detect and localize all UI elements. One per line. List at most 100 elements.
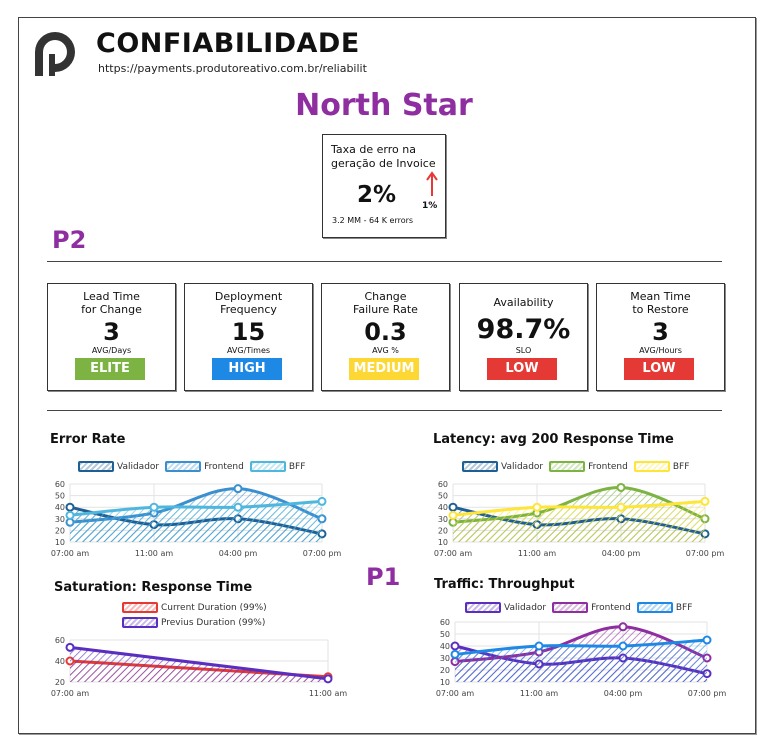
svg-text:07:00 am: 07:00 am [51, 689, 90, 698]
kpi-value: 3 [103, 318, 120, 346]
svg-text:40: 40 [55, 503, 65, 512]
chart: 10 20 30 40 50 60 07:00 am 11:00 am 04:00 pm 07:0… [425, 614, 730, 710]
legend-swatch [122, 602, 158, 613]
legend-item[interactable]: Previus Duration (99%) [122, 617, 265, 628]
svg-text:40: 40 [440, 642, 450, 651]
svg-text:50: 50 [438, 492, 448, 501]
svg-text:60: 60 [55, 636, 65, 645]
svg-text:04:00 pm: 04:00 pm [602, 549, 641, 558]
legend-swatch [465, 602, 501, 613]
svg-text:20: 20 [55, 678, 65, 687]
page-frame [18, 17, 756, 734]
legend-swatch [122, 617, 158, 628]
svg-text:11:00 am: 11:00 am [520, 689, 559, 698]
legend-label: Frontend [591, 602, 631, 613]
legend-swatch [636, 602, 673, 613]
kpi-card[interactable]: Lead Time for Change 3 AVG/Days ELITE [47, 283, 176, 391]
legend-item[interactable]: Frontend [165, 461, 244, 472]
kpi-label-line2: Frequency [220, 303, 277, 316]
svg-text:07:00 pm: 07:00 pm [686, 549, 725, 558]
svg-text:10: 10 [55, 538, 65, 547]
legend-item[interactable]: BFF [636, 602, 692, 613]
north-star-label: Taxa de erro na geração de Invoice [331, 143, 436, 171]
svg-text:50: 50 [440, 630, 450, 639]
p-logo-icon [35, 32, 75, 76]
svg-text:20: 20 [438, 526, 448, 535]
chart: 10 20 30 40 50 60 07:00 am 11:00 am 04:00 pm 07:0… [42, 476, 347, 570]
legend-label: Validador [117, 461, 160, 472]
kpi-value: 3 [652, 318, 669, 346]
svg-text:60: 60 [438, 480, 448, 489]
svg-text:20: 20 [55, 526, 65, 535]
legend-item[interactable]: Validador [462, 461, 543, 472]
legend-item[interactable]: Current Duration (99%) [122, 602, 267, 613]
kpi-unit: AVG/Times [226, 346, 271, 355]
legend-item[interactable]: Validador [78, 461, 159, 472]
kpi-unit: AVG % [372, 346, 399, 355]
svg-text:07:00 am: 07:00 am [436, 689, 475, 698]
chart-title: Traffic: Throughput [434, 577, 575, 592]
kpi-status-badge: LOW [624, 358, 694, 380]
kpi-status-badge: LOW [487, 358, 557, 380]
chart-plot: 10 20 30 40 50 60 07:00 am 11:00 am 04:00 pm 07:0… [434, 480, 725, 558]
svg-text:60: 60 [440, 618, 450, 627]
svg-text:07:00 pm: 07:00 pm [303, 549, 342, 558]
north-star-subtitle: 3.2 MM - 64 K errors [332, 216, 414, 225]
kpi-value: 0.3 [364, 318, 407, 346]
legend-label: Previus Duration (99%) [161, 617, 266, 628]
kpi-card[interactable]: Availability 98.7% SLO LOW [459, 283, 588, 391]
legend-label: Frontend [588, 461, 628, 472]
svg-text:60: 60 [55, 480, 65, 489]
kpi-label-line1: Deployment [214, 290, 283, 303]
legend-swatch [462, 461, 498, 472]
page-url[interactable]: https://payments.produtoreativo.com.br/r… [98, 62, 367, 75]
kpi-status-badge: HIGH [212, 358, 282, 380]
legend-item[interactable]: Frontend [549, 461, 628, 472]
kpi-label-line2: to Restore [632, 303, 689, 316]
kpi-value: 98.7% [476, 314, 571, 345]
chart-plot: 10 20 30 40 50 60 07:00 am 11:00 am 04:00 pm 07:0… [51, 480, 342, 558]
svg-text:40: 40 [438, 503, 448, 512]
legend-label: Current Duration (99%) [161, 602, 267, 613]
kpi-label-line1: Mean Time [630, 290, 691, 303]
north-star-label-line2: geração de Invoice [331, 157, 436, 170]
kpi-card[interactable]: Mean Time to Restore 3 AVG/Hours LOW [596, 283, 725, 391]
kpi-status-badge: MEDIUM [349, 358, 419, 380]
legend-item[interactable]: BFF [249, 461, 305, 472]
legend-item[interactable]: Validador [465, 602, 546, 613]
divider [47, 410, 722, 411]
chart: 10 20 30 40 50 60 07:00 am 11:00 am 04:00 pm 07:0… [425, 476, 730, 570]
legend-label: Validador [504, 602, 547, 613]
kpi-label-line2: for Change [81, 303, 142, 316]
p1-heading: P1 [366, 563, 401, 591]
chart-legend: Current Duration (99%) Previus Duration (… [122, 602, 267, 628]
svg-text:07:00 am: 07:00 am [434, 549, 473, 558]
kpi-label: Availability [460, 296, 587, 309]
legend-item[interactable]: BFF [633, 461, 690, 472]
north-star-card[interactable]: Taxa de erro na geração de Invoice 2% 1%… [322, 134, 446, 238]
legend-label: BFF [672, 461, 690, 472]
svg-text:10: 10 [440, 678, 450, 687]
legend-swatch [165, 461, 202, 472]
kpi-unit: SLO [515, 346, 532, 355]
kpi-card[interactable]: Change Failure Rate 0.3 AVG % MEDIUM [321, 283, 450, 391]
svg-text:11:00 am: 11:00 am [518, 549, 557, 558]
north-star-delta: 1% [422, 201, 438, 211]
kpi-label-line1: Change [364, 290, 407, 303]
kpi-value: 15 [231, 318, 266, 346]
svg-text:30: 30 [438, 515, 448, 524]
chart-title: Latency: avg 200 Response Time [433, 432, 674, 447]
legend-item[interactable]: Frontend [552, 602, 631, 613]
kpi-card[interactable]: Deployment Frequency 15 AVG/Times HIGH [184, 283, 313, 391]
north-star-heading: North Star [295, 88, 473, 123]
p2-heading: P2 [52, 226, 87, 254]
north-star-label-line1: Taxa de erro na [331, 143, 416, 156]
chart-plot: 10 20 30 40 50 60 07:00 am 11:00 am 04:00 pm 07:0… [436, 618, 727, 698]
kpi-label: Change Failure Rate [322, 290, 449, 316]
svg-text:10: 10 [438, 538, 448, 547]
legend-label: Frontend [204, 461, 244, 472]
chart: 20 40 60 07:00 am 11:00 am [42, 632, 348, 711]
legend-swatch [78, 461, 114, 472]
svg-text:40: 40 [55, 657, 65, 666]
chart-legend: Validador Frontend BFF [78, 461, 305, 472]
